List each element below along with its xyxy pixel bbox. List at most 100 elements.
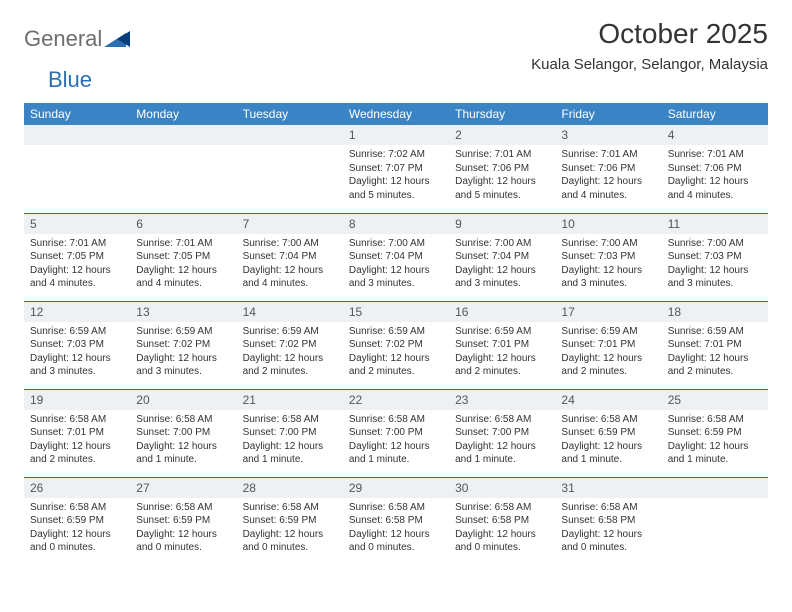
day-number: 29 bbox=[343, 478, 449, 498]
day-details: Sunrise: 7:02 AMSunset: 7:07 PMDaylight:… bbox=[343, 145, 449, 206]
month-title: October 2025 bbox=[531, 18, 768, 50]
day-number: 24 bbox=[555, 390, 661, 410]
calendar-day-cell: 24Sunrise: 6:58 AMSunset: 6:59 PMDayligh… bbox=[555, 389, 661, 477]
sunrise-text: Sunrise: 6:59 AM bbox=[349, 325, 443, 339]
calendar-day-cell: 25Sunrise: 6:58 AMSunset: 6:59 PMDayligh… bbox=[662, 389, 768, 477]
day-number: 26 bbox=[24, 478, 130, 498]
day-details: Sunrise: 7:01 AMSunset: 7:06 PMDaylight:… bbox=[662, 145, 768, 206]
sunset-text: Sunset: 7:00 PM bbox=[455, 426, 549, 440]
weekday-header: Thursday bbox=[449, 103, 555, 125]
weekday-header: Wednesday bbox=[343, 103, 449, 125]
calendar-week-row: 1Sunrise: 7:02 AMSunset: 7:07 PMDaylight… bbox=[24, 125, 768, 213]
day-details: Sunrise: 6:58 AMSunset: 7:01 PMDaylight:… bbox=[24, 410, 130, 471]
day-number: 8 bbox=[343, 214, 449, 234]
sunrise-text: Sunrise: 6:58 AM bbox=[561, 501, 655, 515]
sunrise-text: Sunrise: 7:01 AM bbox=[561, 148, 655, 162]
weekday-header: Saturday bbox=[662, 103, 768, 125]
sunrise-text: Sunrise: 6:59 AM bbox=[455, 325, 549, 339]
sunrise-text: Sunrise: 7:00 AM bbox=[668, 237, 762, 251]
sunset-text: Sunset: 7:06 PM bbox=[668, 162, 762, 176]
day-details bbox=[130, 145, 236, 152]
calendar-day-cell: 9Sunrise: 7:00 AMSunset: 7:04 PMDaylight… bbox=[449, 213, 555, 301]
calendar-week-row: 5Sunrise: 7:01 AMSunset: 7:05 PMDaylight… bbox=[24, 213, 768, 301]
calendar-day-cell: 17Sunrise: 6:59 AMSunset: 7:01 PMDayligh… bbox=[555, 301, 661, 389]
sunset-text: Sunset: 7:03 PM bbox=[30, 338, 124, 352]
daylight-text: Daylight: 12 hours and 1 minute. bbox=[243, 440, 337, 467]
calendar-day-cell: 21Sunrise: 6:58 AMSunset: 7:00 PMDayligh… bbox=[237, 389, 343, 477]
day-details: Sunrise: 6:58 AMSunset: 7:00 PMDaylight:… bbox=[449, 410, 555, 471]
brand-part2: Blue bbox=[48, 67, 92, 93]
calendar-day-cell: 1Sunrise: 7:02 AMSunset: 7:07 PMDaylight… bbox=[343, 125, 449, 213]
sunset-text: Sunset: 7:00 PM bbox=[136, 426, 230, 440]
calendar-day-cell: 18Sunrise: 6:59 AMSunset: 7:01 PMDayligh… bbox=[662, 301, 768, 389]
calendar-day-cell: 27Sunrise: 6:58 AMSunset: 6:59 PMDayligh… bbox=[130, 477, 236, 565]
daylight-text: Daylight: 12 hours and 0 minutes. bbox=[243, 528, 337, 555]
daylight-text: Daylight: 12 hours and 4 minutes. bbox=[136, 264, 230, 291]
day-details: Sunrise: 7:00 AMSunset: 7:03 PMDaylight:… bbox=[662, 234, 768, 295]
calendar-week-row: 26Sunrise: 6:58 AMSunset: 6:59 PMDayligh… bbox=[24, 477, 768, 565]
calendar-week-row: 12Sunrise: 6:59 AMSunset: 7:03 PMDayligh… bbox=[24, 301, 768, 389]
calendar-day-cell: 12Sunrise: 6:59 AMSunset: 7:03 PMDayligh… bbox=[24, 301, 130, 389]
calendar-day-cell: 29Sunrise: 6:58 AMSunset: 6:58 PMDayligh… bbox=[343, 477, 449, 565]
calendar-day-cell: 4Sunrise: 7:01 AMSunset: 7:06 PMDaylight… bbox=[662, 125, 768, 213]
calendar-day-cell: 26Sunrise: 6:58 AMSunset: 6:59 PMDayligh… bbox=[24, 477, 130, 565]
daylight-text: Daylight: 12 hours and 2 minutes. bbox=[561, 352, 655, 379]
daylight-text: Daylight: 12 hours and 3 minutes. bbox=[455, 264, 549, 291]
sunrise-text: Sunrise: 6:59 AM bbox=[243, 325, 337, 339]
daylight-text: Daylight: 12 hours and 2 minutes. bbox=[243, 352, 337, 379]
day-number: 12 bbox=[24, 302, 130, 322]
day-number: 28 bbox=[237, 478, 343, 498]
sunrise-text: Sunrise: 6:59 AM bbox=[561, 325, 655, 339]
sunset-text: Sunset: 6:58 PM bbox=[349, 514, 443, 528]
calendar-day-cell bbox=[130, 125, 236, 213]
weekday-header: Sunday bbox=[24, 103, 130, 125]
calendar-day-cell: 19Sunrise: 6:58 AMSunset: 7:01 PMDayligh… bbox=[24, 389, 130, 477]
day-number: 4 bbox=[662, 125, 768, 145]
daylight-text: Daylight: 12 hours and 0 minutes. bbox=[455, 528, 549, 555]
title-block: October 2025 Kuala Selangor, Selangor, M… bbox=[531, 18, 768, 73]
day-number: 15 bbox=[343, 302, 449, 322]
sunset-text: Sunset: 7:05 PM bbox=[30, 250, 124, 264]
day-number: 31 bbox=[555, 478, 661, 498]
daylight-text: Daylight: 12 hours and 4 minutes. bbox=[243, 264, 337, 291]
sunrise-text: Sunrise: 6:58 AM bbox=[30, 413, 124, 427]
daylight-text: Daylight: 12 hours and 0 minutes. bbox=[349, 528, 443, 555]
calendar-day-cell: 3Sunrise: 7:01 AMSunset: 7:06 PMDaylight… bbox=[555, 125, 661, 213]
sunset-text: Sunset: 7:03 PM bbox=[668, 250, 762, 264]
day-details: Sunrise: 6:58 AMSunset: 6:58 PMDaylight:… bbox=[343, 498, 449, 559]
sunset-text: Sunset: 7:07 PM bbox=[349, 162, 443, 176]
sunset-text: Sunset: 7:03 PM bbox=[561, 250, 655, 264]
day-details: Sunrise: 6:58 AMSunset: 7:00 PMDaylight:… bbox=[237, 410, 343, 471]
sunset-text: Sunset: 7:01 PM bbox=[668, 338, 762, 352]
daylight-text: Daylight: 12 hours and 0 minutes. bbox=[561, 528, 655, 555]
day-details: Sunrise: 6:59 AMSunset: 7:03 PMDaylight:… bbox=[24, 322, 130, 383]
sunrise-text: Sunrise: 7:00 AM bbox=[561, 237, 655, 251]
daylight-text: Daylight: 12 hours and 1 minute. bbox=[668, 440, 762, 467]
brand-logo: General bbox=[24, 18, 108, 52]
day-number: 21 bbox=[237, 390, 343, 410]
sunrise-text: Sunrise: 6:58 AM bbox=[243, 501, 337, 515]
calendar-day-cell: 7Sunrise: 7:00 AMSunset: 7:04 PMDaylight… bbox=[237, 213, 343, 301]
calendar-day-cell: 5Sunrise: 7:01 AMSunset: 7:05 PMDaylight… bbox=[24, 213, 130, 301]
day-number: 9 bbox=[449, 214, 555, 234]
day-details: Sunrise: 6:58 AMSunset: 6:59 PMDaylight:… bbox=[237, 498, 343, 559]
day-number: 16 bbox=[449, 302, 555, 322]
sunset-text: Sunset: 7:06 PM bbox=[561, 162, 655, 176]
day-details: Sunrise: 6:59 AMSunset: 7:01 PMDaylight:… bbox=[449, 322, 555, 383]
calendar-day-cell: 15Sunrise: 6:59 AMSunset: 7:02 PMDayligh… bbox=[343, 301, 449, 389]
sunrise-text: Sunrise: 6:58 AM bbox=[561, 413, 655, 427]
day-details: Sunrise: 6:59 AMSunset: 7:02 PMDaylight:… bbox=[237, 322, 343, 383]
calendar-day-cell: 22Sunrise: 6:58 AMSunset: 7:00 PMDayligh… bbox=[343, 389, 449, 477]
sunrise-text: Sunrise: 6:58 AM bbox=[455, 501, 549, 515]
calendar-day-cell: 6Sunrise: 7:01 AMSunset: 7:05 PMDaylight… bbox=[130, 213, 236, 301]
day-details: Sunrise: 6:58 AMSunset: 6:59 PMDaylight:… bbox=[130, 498, 236, 559]
daylight-text: Daylight: 12 hours and 2 minutes. bbox=[30, 440, 124, 467]
sunset-text: Sunset: 7:02 PM bbox=[243, 338, 337, 352]
day-details: Sunrise: 6:59 AMSunset: 7:01 PMDaylight:… bbox=[555, 322, 661, 383]
sunrise-text: Sunrise: 7:01 AM bbox=[30, 237, 124, 251]
day-number: 20 bbox=[130, 390, 236, 410]
day-details: Sunrise: 7:01 AMSunset: 7:05 PMDaylight:… bbox=[130, 234, 236, 295]
sunrise-text: Sunrise: 6:58 AM bbox=[455, 413, 549, 427]
calendar-day-cell: 2Sunrise: 7:01 AMSunset: 7:06 PMDaylight… bbox=[449, 125, 555, 213]
brand-part1: General bbox=[24, 26, 102, 52]
